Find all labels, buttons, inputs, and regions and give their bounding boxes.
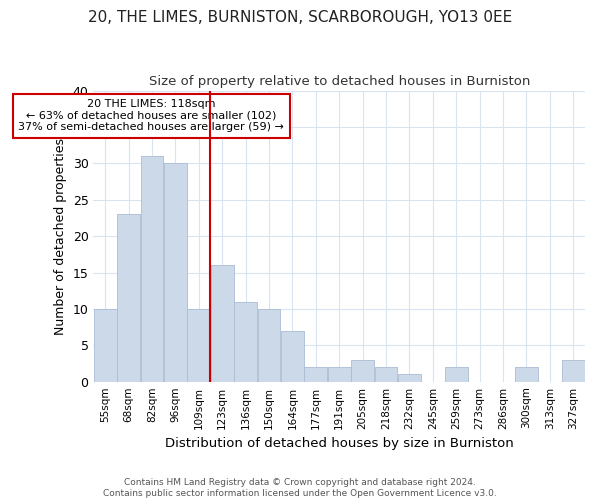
Bar <box>304 367 327 382</box>
Bar <box>140 156 163 382</box>
Text: 20 THE LIMES: 118sqm
← 63% of detached houses are smaller (102)
37% of semi-deta: 20 THE LIMES: 118sqm ← 63% of detached h… <box>18 100 284 132</box>
Bar <box>398 374 421 382</box>
Text: 20, THE LIMES, BURNISTON, SCARBOROUGH, YO13 0EE: 20, THE LIMES, BURNISTON, SCARBOROUGH, Y… <box>88 10 512 25</box>
Bar <box>374 367 397 382</box>
Bar <box>94 309 116 382</box>
Bar <box>281 330 304 382</box>
Bar <box>515 367 538 382</box>
Bar <box>562 360 584 382</box>
Bar <box>351 360 374 382</box>
Text: Contains HM Land Registry data © Crown copyright and database right 2024.
Contai: Contains HM Land Registry data © Crown c… <box>103 478 497 498</box>
Bar <box>257 309 280 382</box>
X-axis label: Distribution of detached houses by size in Burniston: Distribution of detached houses by size … <box>165 437 514 450</box>
Y-axis label: Number of detached properties: Number of detached properties <box>54 138 67 334</box>
Title: Size of property relative to detached houses in Burniston: Size of property relative to detached ho… <box>149 75 530 88</box>
Bar <box>117 214 140 382</box>
Bar <box>328 367 350 382</box>
Bar <box>234 302 257 382</box>
Bar <box>445 367 467 382</box>
Bar <box>187 309 210 382</box>
Bar <box>164 164 187 382</box>
Bar <box>211 265 233 382</box>
